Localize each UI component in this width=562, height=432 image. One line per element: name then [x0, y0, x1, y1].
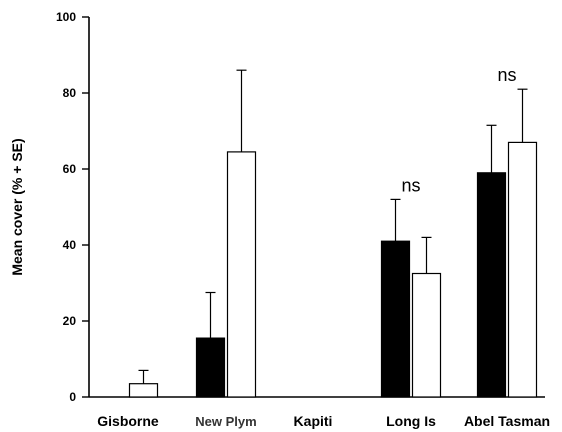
category-label-kapiti: Kapiti: [294, 413, 333, 429]
category-label-gisborne: Gisborne: [97, 413, 159, 429]
y-ticks-group: 0 20 40 60 80 100: [56, 10, 89, 404]
bar-series1-new-plym: [195, 337, 226, 398]
bar-series1-abel-tasman: [476, 172, 507, 398]
bar-series2-new-plym: [226, 151, 257, 398]
y-axis-title: Mean cover (% + SE): [9, 138, 25, 275]
category-label-new-plym: New Plym: [195, 414, 256, 429]
y-tick-label: 80: [63, 86, 77, 100]
y-tick-label: 0: [69, 390, 76, 404]
category-label-abel-tasman: Abel Tasman: [464, 413, 550, 429]
bar-series2-gisborne: [128, 383, 159, 398]
bar-series2-long-is: [411, 272, 442, 398]
bar-series2-abel-tasman: [507, 141, 538, 398]
bar-series1-long-is: [380, 240, 411, 398]
y-tick-label: 100: [56, 10, 76, 24]
x-category-labels: Gisborne New Plym Kapiti Long Is Abel Ta…: [97, 413, 550, 429]
significance-annotation: ns: [401, 175, 420, 195]
y-tick-label: 20: [63, 314, 77, 328]
significance-annotation: ns: [497, 65, 516, 85]
category-label-long-is: Long Is: [386, 413, 436, 429]
annotations-layer: ns ns: [401, 65, 516, 195]
y-tick-label: 60: [63, 162, 77, 176]
bars-layer: [128, 69, 538, 398]
y-tick-label: 40: [63, 238, 77, 252]
